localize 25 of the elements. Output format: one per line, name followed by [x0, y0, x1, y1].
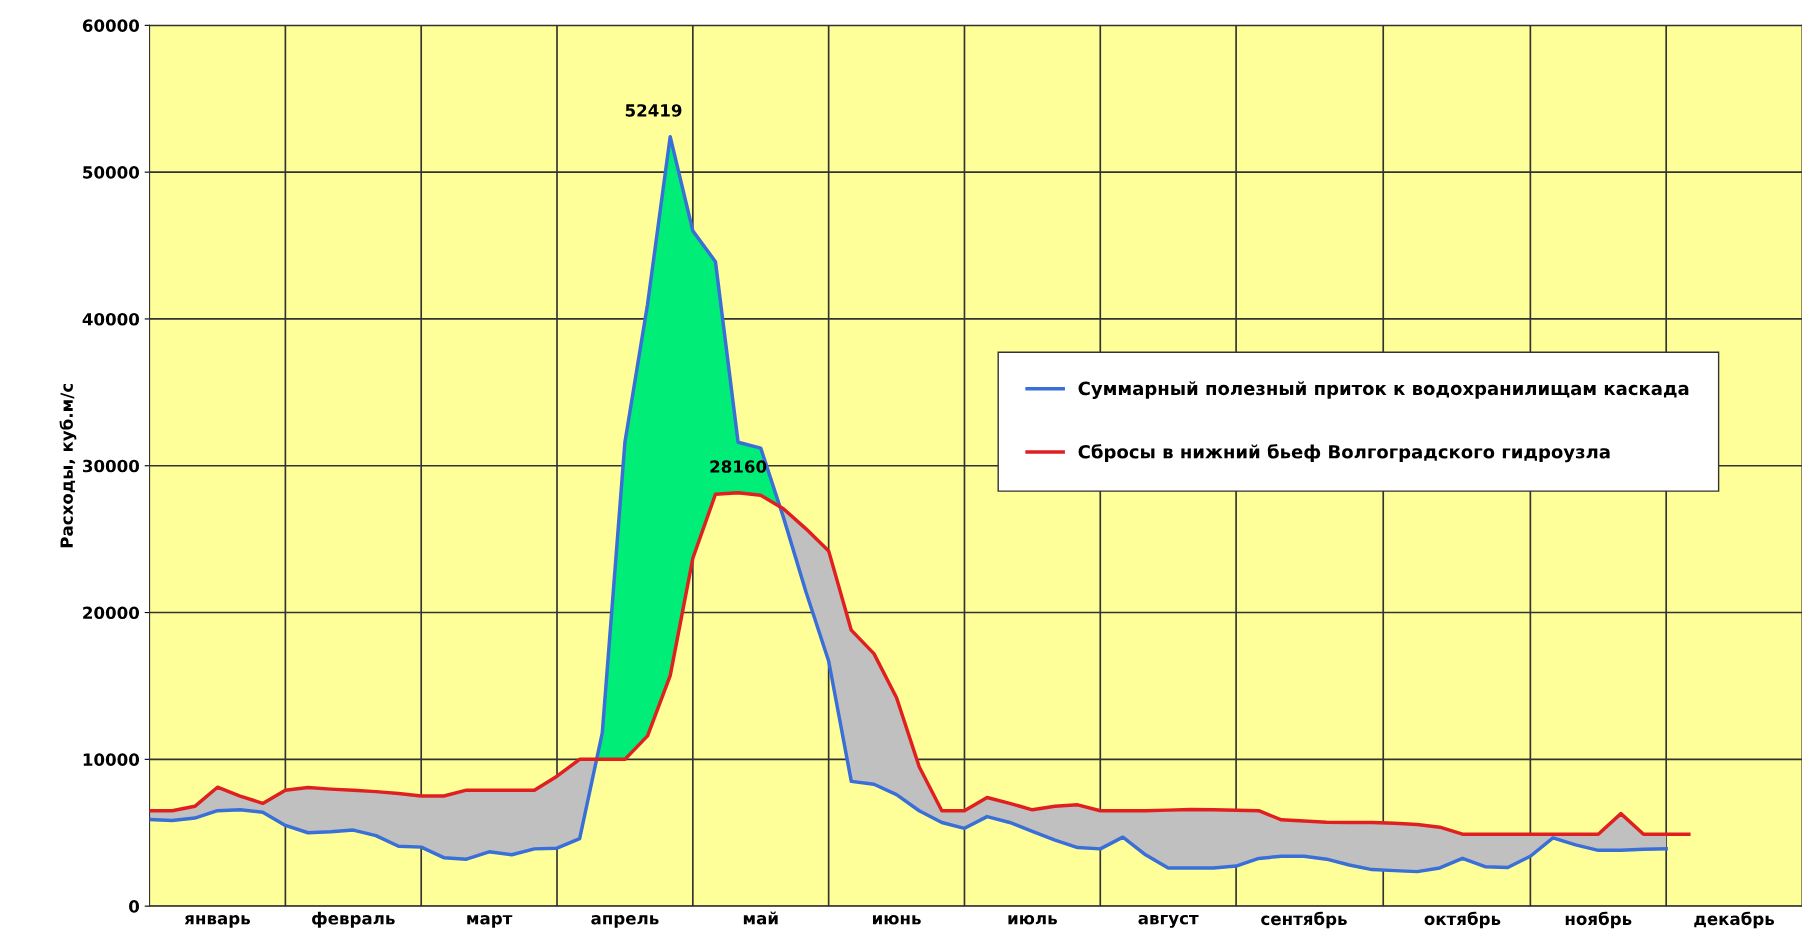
data-label: 52419 — [625, 104, 682, 117]
x-tick-label: март — [467, 915, 513, 928]
x-tick-label: ноябрь — [1565, 911, 1632, 929]
data-label: 28160 — [710, 460, 767, 473]
y-tick-label: 20000 — [83, 606, 140, 620]
x-tick-label: май — [743, 911, 778, 925]
x-tick-label: август — [1138, 914, 1199, 928]
x-tick-label: июль — [1008, 915, 1057, 925]
x-tick-label: сентябрь — [1261, 911, 1347, 929]
x-tick-label: июнь — [872, 915, 921, 925]
x-tick-label: октябрь — [1424, 911, 1501, 929]
x-tick-label: февраль — [312, 911, 395, 928]
x-tick-label: январь — [184, 915, 250, 928]
x-tick-label: апрель — [591, 915, 659, 928]
legend-label: Сбросы в нижний бьеф Волгоградского гидроузла — [1078, 444, 1610, 463]
y-tick-label: 50000 — [83, 166, 140, 179]
x-tick-label: декабрь — [1694, 911, 1775, 929]
y-axis-title: Расходы, куб.м/с — [59, 383, 77, 548]
y-tick-label: 0 — [129, 900, 140, 913]
y-tick-label: 60000 — [82, 19, 140, 32]
line-series — [149, 491, 1691, 836]
y-tick-label: 30000 — [82, 459, 140, 473]
y-tick-label: 10000 — [83, 753, 140, 766]
y-tick-label: 40000 — [82, 312, 140, 326]
legend-label: Суммарный полезный приток к водохранилищам каскада — [1078, 381, 1689, 399]
